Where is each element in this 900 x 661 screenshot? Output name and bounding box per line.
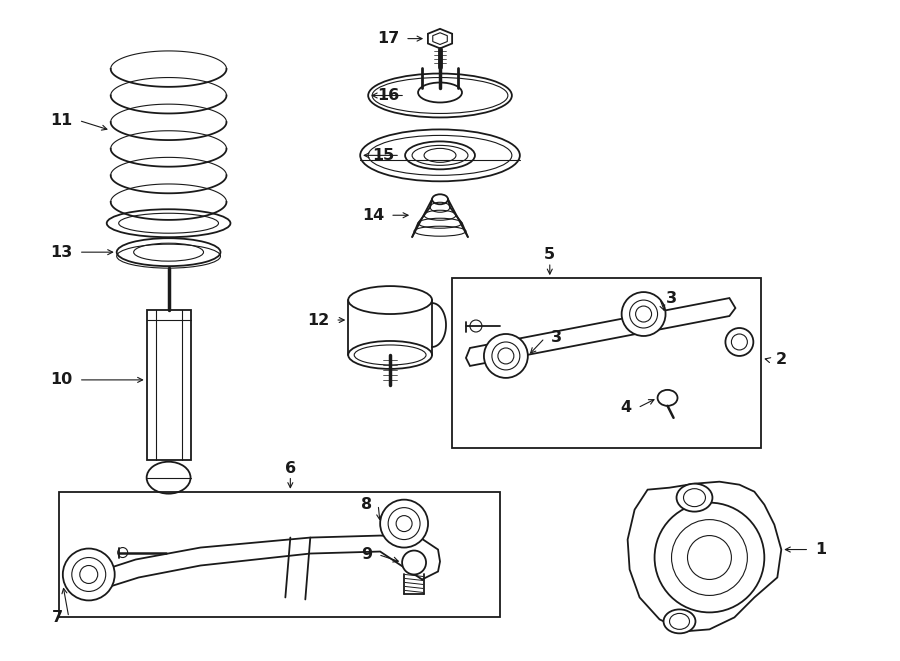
Polygon shape [428,29,452,48]
Ellipse shape [484,334,527,378]
Ellipse shape [470,320,482,332]
Ellipse shape [663,609,696,633]
Text: 3: 3 [551,330,562,346]
Ellipse shape [348,341,432,369]
Text: 7: 7 [51,610,63,625]
Ellipse shape [622,292,665,336]
Bar [58,492,500,617]
Ellipse shape [677,484,713,512]
Ellipse shape [147,462,191,494]
Bar [452,278,761,447]
Text: 4: 4 [620,401,632,415]
Text: 3: 3 [665,291,677,305]
Text: 8: 8 [361,497,373,512]
Polygon shape [412,199,468,237]
Text: 10: 10 [50,372,73,387]
Ellipse shape [402,551,426,574]
Ellipse shape [63,549,114,600]
Text: 14: 14 [362,208,384,223]
Text: 5: 5 [544,247,555,262]
Text: 11: 11 [50,113,73,128]
Text: 9: 9 [361,547,373,562]
Text: 15: 15 [372,148,394,163]
Bar [147,310,191,460]
Ellipse shape [418,83,462,102]
Polygon shape [95,535,440,590]
Text: 13: 13 [50,245,73,260]
Ellipse shape [117,238,220,266]
Text: 16: 16 [377,88,399,103]
Ellipse shape [658,390,678,406]
Text: 6: 6 [284,461,296,476]
Ellipse shape [360,130,520,181]
Ellipse shape [107,210,230,237]
Text: 1: 1 [815,542,826,557]
Ellipse shape [405,141,475,169]
Text: 12: 12 [307,313,329,327]
Ellipse shape [368,73,512,118]
Ellipse shape [725,328,753,356]
Polygon shape [627,482,781,631]
Ellipse shape [654,502,764,612]
Text: 2: 2 [775,352,787,368]
Ellipse shape [432,194,448,204]
Ellipse shape [380,500,428,547]
Polygon shape [466,298,735,366]
Ellipse shape [118,547,128,557]
Text: 17: 17 [377,31,399,46]
Ellipse shape [348,286,432,314]
